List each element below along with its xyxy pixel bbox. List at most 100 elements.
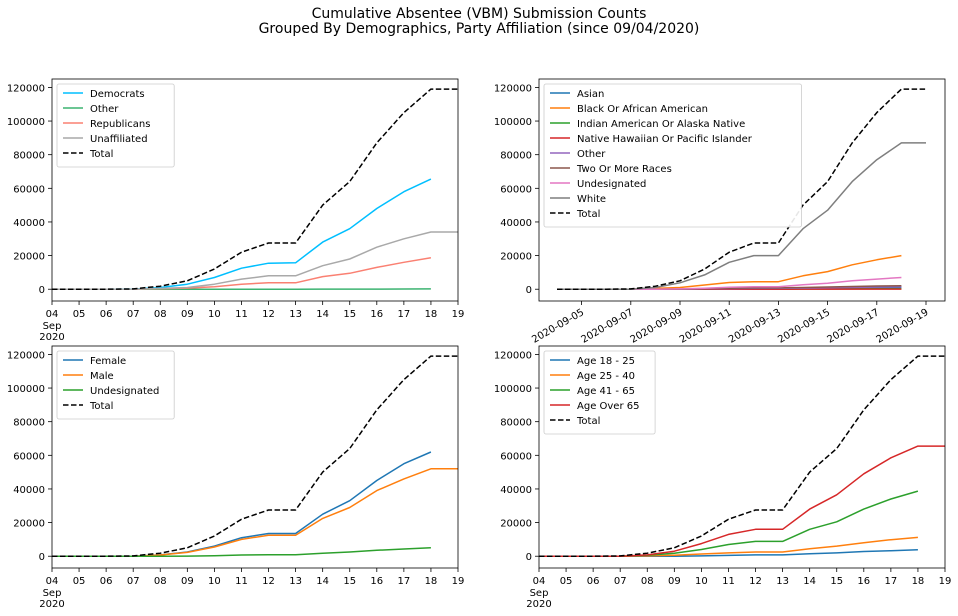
x-tick-label: 14	[316, 576, 329, 587]
y-tick-label: 0	[39, 552, 45, 563]
y-tick-label: 0	[526, 552, 532, 563]
legend-box	[56, 350, 175, 420]
y-tick-label: 60000	[500, 451, 532, 462]
x-tick-label: 06	[100, 309, 113, 320]
y-tick-label: 20000	[500, 252, 532, 263]
x-tick-label: 19	[452, 309, 465, 320]
x-tick-label: 2020-09-11	[678, 307, 734, 346]
legend-entry: Total	[576, 416, 600, 427]
x-tick-label: 17	[884, 576, 897, 587]
x-tick-label: 05	[560, 576, 573, 587]
plot-frame	[51, 78, 459, 302]
series-line-female	[52, 451, 432, 557]
x-tick-label: 2020-09-15	[776, 307, 832, 346]
x-tick-label: 18	[425, 576, 438, 587]
x-tick-label: 12	[262, 309, 275, 320]
legend-entry: Other	[577, 149, 606, 160]
legend-entry: Total	[576, 209, 600, 220]
legend: Asian Black Or African American Indian Ame…	[543, 83, 802, 228]
y-tick-label: 40000	[500, 485, 532, 496]
y-tick-label: 20000	[13, 519, 45, 530]
legend-entry: Republicans	[90, 119, 150, 130]
x-tick-label: 07	[127, 576, 140, 587]
legend-entry: Indian American Or Alaska Native	[577, 119, 745, 130]
y-tick-label: 80000	[13, 151, 45, 162]
y-tick-label: 60000	[13, 184, 45, 195]
y-tick-label: 100000	[7, 117, 45, 128]
y-tick-label: 80000	[500, 151, 532, 162]
series-line-republicans	[52, 257, 432, 290]
legend: Democrats Other Republicans Unaffiliated Tot…	[56, 83, 175, 168]
x-tick-label: 08	[154, 309, 167, 320]
series-line-total	[52, 355, 458, 557]
y-tick-label: 60000	[13, 451, 45, 462]
x-sublabel: Sep	[43, 321, 62, 332]
legend-entry: Total	[89, 149, 113, 160]
y-tick-label: 40000	[500, 218, 532, 229]
x-tick-label: 2020-09-19	[875, 307, 931, 346]
series-line-total	[557, 88, 926, 290]
legend-entry: Two Or More Races	[576, 164, 672, 175]
x-tick-label: 07	[127, 309, 140, 320]
series-lines	[539, 355, 945, 557]
series-lines	[52, 355, 458, 557]
x-tick-label: 16	[370, 576, 383, 587]
x-tick-label: 13	[289, 576, 302, 587]
legend-entry: Undesignated	[90, 386, 159, 397]
x-tick-label: 15	[343, 576, 356, 587]
y-axis: 0 20000 40000 60000 80000 100000 120000	[494, 350, 539, 563]
x-tick-label: 10	[208, 309, 221, 320]
legend-box	[543, 83, 802, 228]
x-tick-label: 12	[749, 576, 762, 587]
x-tick-label: 13	[776, 576, 789, 587]
x-tick-label: 15	[343, 309, 356, 320]
x-tick-label: 09	[668, 576, 681, 587]
y-tick-label: 0	[526, 285, 532, 296]
y-tick-label: 120000	[7, 350, 45, 361]
y-tick-label: 100000	[494, 384, 532, 395]
legend-entry: Unaffiliated	[90, 134, 148, 145]
series-line-male	[52, 468, 458, 557]
legend-entry: White	[577, 194, 606, 205]
legend-entry: Undesignated	[577, 179, 646, 190]
series-line-age-25-40	[539, 536, 918, 557]
legend-box	[56, 83, 175, 168]
plot-frame	[538, 345, 946, 569]
x-sublabel: Sep	[43, 588, 62, 599]
x-tick-label: 08	[154, 576, 167, 587]
series-line-democrats	[52, 178, 432, 290]
x-sublabel: 2020	[526, 599, 551, 610]
x-tick-label: 2020-09-13	[727, 307, 783, 346]
y-tick-label: 100000	[494, 117, 532, 128]
legend-entry: Age 41 - 65	[577, 386, 635, 397]
y-tick-label: 20000	[13, 252, 45, 263]
x-tick-label: 10	[208, 576, 221, 587]
y-tick-label: 40000	[13, 485, 45, 496]
x-tick-label: 10	[695, 576, 708, 587]
y-tick-label: 40000	[13, 218, 45, 229]
series-lines	[557, 88, 926, 290]
x-tick-label: 16	[370, 309, 383, 320]
series-line-undesignated	[52, 547, 431, 557]
x-tick-label: 05	[73, 309, 86, 320]
y-axis: 0 20000 40000 60000 80000 100000 120000	[7, 83, 52, 296]
series-line-black-or-african-american	[557, 254, 902, 290]
y-tick-label: 120000	[494, 350, 532, 361]
x-sublabel: 2020	[39, 332, 64, 343]
y-tick-label: 20000	[500, 519, 532, 530]
y-tick-label: 80000	[13, 418, 45, 429]
x-tick-label: 06	[100, 576, 113, 587]
y-axis: 0 20000 40000 60000 80000 100000 120000	[7, 350, 52, 563]
legend: Female Male Undesignated Total	[56, 350, 175, 420]
legend-entry: Black Or African American	[577, 104, 708, 115]
x-tick-label: 2020-09-05	[530, 307, 586, 346]
x-tick-label: 19	[939, 576, 952, 587]
x-tick-label: 13	[289, 309, 302, 320]
x-sublabel: Sep	[530, 588, 549, 599]
x-tick-label: 09	[181, 309, 194, 320]
x-tick-label: 14	[803, 576, 816, 587]
